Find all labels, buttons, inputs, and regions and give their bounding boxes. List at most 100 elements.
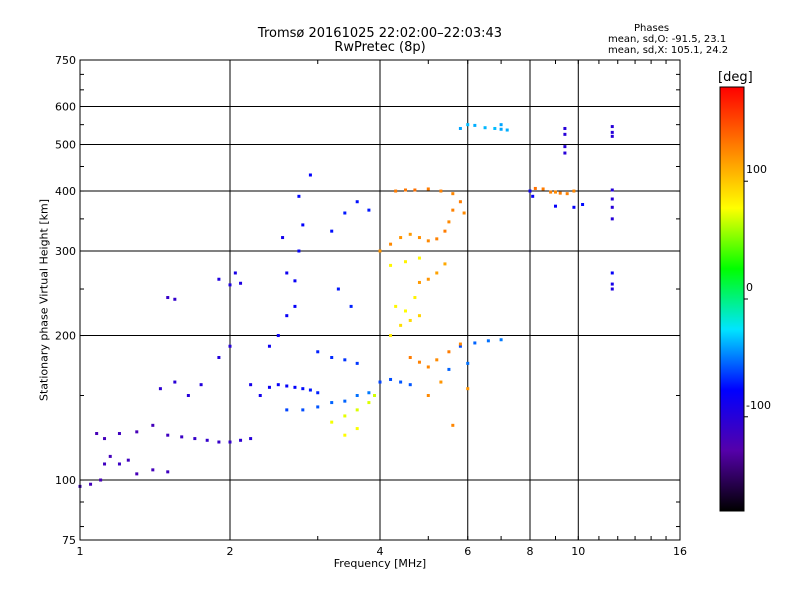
- data-point: [399, 323, 403, 327]
- data-point: [462, 211, 466, 215]
- data-point: [301, 223, 305, 227]
- data-point: [205, 438, 209, 442]
- x-tick-label: 6: [464, 545, 471, 558]
- data-point: [439, 380, 443, 384]
- data-point: [389, 334, 393, 338]
- data-point: [572, 189, 576, 193]
- data-point: [417, 256, 421, 260]
- data-point: [417, 236, 421, 240]
- data-point: [135, 430, 139, 434]
- data-point: [466, 387, 470, 391]
- data-point: [483, 126, 487, 130]
- data-point: [435, 237, 439, 241]
- data-point: [403, 309, 407, 313]
- data-point: [610, 197, 614, 201]
- chart-subtitle: RwPretec (8p): [334, 40, 426, 55]
- data-point: [316, 391, 320, 395]
- data-point: [378, 249, 382, 253]
- data-point: [99, 478, 103, 482]
- data-point: [426, 277, 430, 281]
- data-point: [316, 350, 320, 354]
- data-point: [413, 296, 417, 300]
- data-point: [267, 385, 271, 389]
- data-point: [285, 384, 289, 388]
- data-point: [276, 383, 280, 387]
- data-point: [408, 318, 412, 322]
- data-point: [336, 287, 340, 291]
- data-point: [239, 281, 243, 285]
- y-axis-label: Stationary phase Virtual Height [km]: [37, 198, 51, 402]
- data-point: [565, 192, 569, 196]
- y-tick-label: 300: [55, 245, 76, 258]
- data-point: [249, 437, 253, 441]
- data-point: [355, 361, 359, 365]
- data-point: [505, 128, 509, 132]
- data-point: [563, 126, 567, 130]
- data-point: [610, 134, 614, 138]
- data-point: [267, 344, 271, 348]
- y-tick-label: 750: [55, 54, 76, 67]
- data-point: [531, 194, 535, 198]
- data-point: [158, 387, 162, 391]
- data-point: [473, 123, 477, 127]
- data-point: [493, 126, 497, 130]
- data-point: [581, 202, 585, 206]
- data-point: [297, 194, 301, 198]
- x-tick-label: 16: [673, 545, 687, 558]
- data-point: [297, 249, 301, 253]
- phases-o-stats: mean, sd,O: -91.5, 23.1: [608, 34, 727, 45]
- data-point: [228, 283, 232, 287]
- data-point: [499, 123, 503, 127]
- colorbar-label: [deg]: [718, 70, 753, 85]
- data-point: [367, 401, 371, 405]
- data-point: [466, 361, 470, 365]
- data-point: [394, 189, 398, 193]
- data-point: [217, 440, 221, 444]
- y-tick-label: 600: [55, 101, 76, 114]
- data-point: [228, 440, 232, 444]
- data-point: [426, 365, 430, 369]
- data-point: [343, 433, 347, 437]
- data-points: [78, 123, 614, 488]
- data-point: [451, 192, 455, 196]
- data-point: [426, 394, 430, 398]
- data-point: [217, 355, 221, 359]
- data-point: [439, 189, 443, 193]
- data-point: [89, 482, 93, 486]
- x-tick-label: 8: [527, 545, 534, 558]
- colorbar-gradient: [719, 86, 745, 512]
- data-point: [258, 394, 262, 398]
- colorbar-tick-label: 100: [746, 163, 767, 176]
- data-point: [553, 190, 557, 194]
- data-point: [413, 188, 417, 192]
- y-tick-label: 200: [55, 330, 76, 343]
- data-point: [117, 462, 121, 466]
- data-point: [378, 380, 382, 384]
- chart-title: Tromsø 20161025 22:02:00–22:03:43: [257, 26, 503, 41]
- data-point: [355, 427, 359, 431]
- y-tick-label: 500: [55, 139, 76, 152]
- data-point: [343, 211, 347, 215]
- data-point: [301, 408, 305, 412]
- data-point: [499, 127, 503, 131]
- data-point: [355, 408, 359, 412]
- data-point: [239, 438, 243, 442]
- data-point: [417, 314, 421, 318]
- phases-x-stats: mean, sd,X: 105.1, 24.2: [608, 45, 729, 56]
- data-point: [458, 200, 462, 204]
- data-point: [126, 458, 130, 462]
- data-point: [408, 232, 412, 236]
- data-point: [541, 187, 545, 191]
- colorbar-tick-label: 0: [746, 281, 753, 294]
- data-point: [95, 432, 99, 436]
- data-point: [301, 387, 305, 391]
- data-point: [443, 262, 447, 266]
- data-point: [610, 217, 614, 221]
- data-point: [285, 314, 289, 318]
- data-point: [553, 204, 557, 208]
- data-point: [166, 433, 170, 437]
- data-point: [389, 377, 393, 381]
- data-point: [426, 187, 430, 191]
- data-point: [330, 229, 334, 233]
